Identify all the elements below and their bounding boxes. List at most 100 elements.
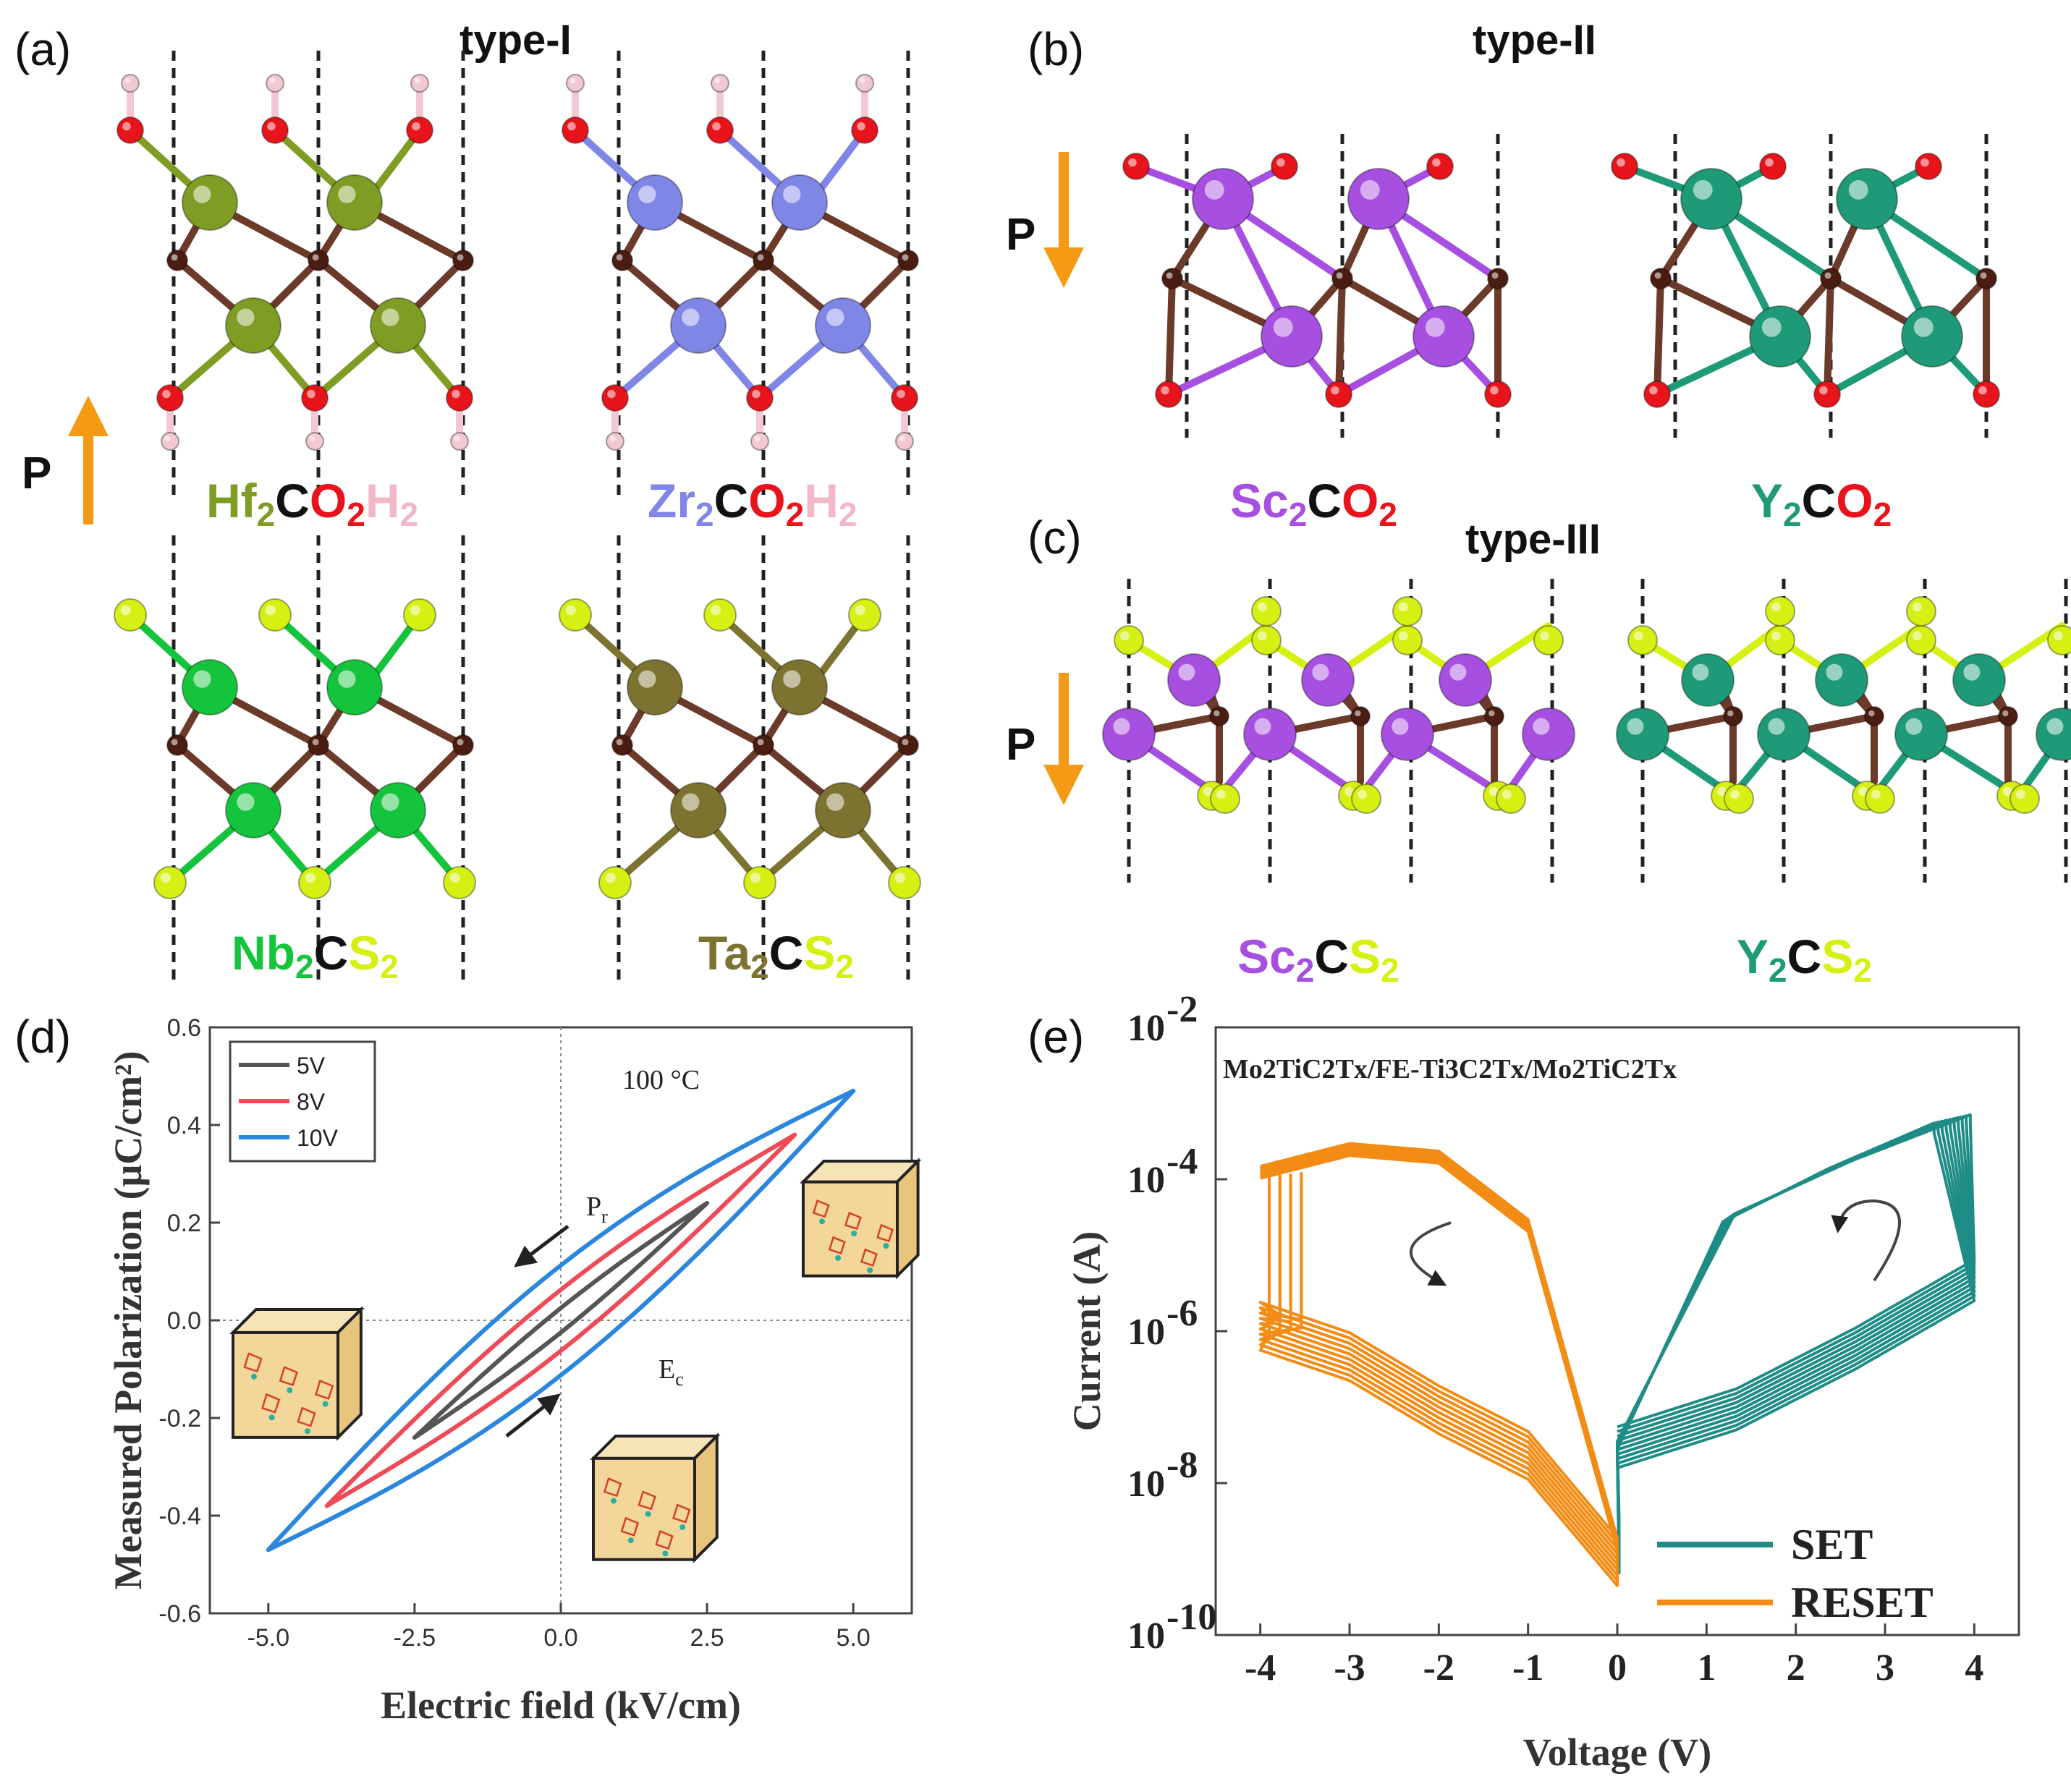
metal-atom bbox=[1439, 653, 1492, 707]
structure-sc2co2 bbox=[1122, 134, 1512, 438]
metal-atom bbox=[182, 174, 238, 231]
metal-atom-highlight bbox=[1178, 663, 1195, 681]
carbon-atom bbox=[166, 734, 188, 756]
carbon-atom bbox=[1723, 706, 1743, 726]
carbon-atom-highlight bbox=[1336, 272, 1343, 279]
metal-atom bbox=[670, 297, 727, 354]
hydrogen-atom-highlight bbox=[164, 436, 171, 442]
carbon-atom-highlight bbox=[1491, 272, 1499, 279]
structure-y2co2 bbox=[1611, 134, 2000, 438]
metal-atom-highlight bbox=[682, 308, 700, 326]
formula-zr2co2h2: Zr2CO2H2 bbox=[648, 474, 857, 533]
carbon-atom-highlight bbox=[616, 254, 623, 261]
carbon-atom bbox=[452, 250, 474, 271]
polarization-arrow-down-b: P bbox=[1006, 152, 1084, 288]
set-sweep-arrow bbox=[1831, 1199, 1901, 1282]
carbon-atom-highlight bbox=[1868, 710, 1875, 717]
y-axis-label: Measured Polarization (μC/cm²) bbox=[106, 1051, 150, 1590]
carbon-atom-highlight bbox=[757, 739, 764, 746]
sulfur-atom-highlight bbox=[1203, 786, 1213, 797]
terminal-atom bbox=[403, 598, 436, 632]
metal-atom-highlight bbox=[1204, 179, 1224, 200]
formula-y2cs2: Y2CS2 bbox=[1737, 930, 1872, 989]
carbon-atom bbox=[1998, 706, 2018, 726]
metal-atom-highlight bbox=[1254, 718, 1271, 735]
hydrogen-atom-highlight bbox=[454, 436, 460, 442]
sulfur-atom-highlight bbox=[1399, 631, 1408, 641]
terminal-atom bbox=[446, 384, 473, 412]
oxygen-atom-highlight bbox=[1819, 386, 1828, 395]
terminal-atom-highlight bbox=[897, 389, 905, 399]
iv-chart: Mo2TiC2Tx/FE-Ti3C2Tx/Mo2TiC2Tx -4 -3 -2 -1 0… bbox=[1065, 989, 2020, 1774]
carbon-atom bbox=[1820, 268, 1842, 289]
domain-wall bbox=[297, 1406, 316, 1427]
metal-atom-highlight bbox=[1312, 663, 1329, 681]
sulfur-atom-highlight bbox=[1871, 789, 1881, 799]
hydrogen-atom-highlight bbox=[414, 77, 420, 84]
carbon-atom-highlight bbox=[457, 739, 464, 746]
panel-label-c: (c) bbox=[1028, 511, 1082, 564]
sulfur-atom-highlight bbox=[1913, 631, 1922, 641]
metal-atom bbox=[771, 659, 828, 715]
sulfur-atom bbox=[1114, 625, 1144, 655]
sulfur-atom-highlight bbox=[1730, 789, 1740, 799]
metal-atom-highlight bbox=[381, 793, 399, 811]
cube-front bbox=[802, 1180, 899, 1278]
domain-dot bbox=[883, 1243, 889, 1249]
type-i-label: type-I bbox=[459, 17, 572, 64]
metal-atom-highlight bbox=[193, 670, 211, 688]
metal-atom-highlight bbox=[783, 185, 801, 203]
carbon-atom-highlight bbox=[1654, 272, 1661, 279]
oxygen-atom bbox=[1759, 153, 1787, 180]
domain-wall bbox=[876, 1223, 894, 1243]
sulfur-atom-highlight bbox=[1120, 631, 1130, 641]
y-tick-label: 0.6 bbox=[167, 1014, 201, 1042]
carbon-atom bbox=[1484, 706, 1504, 726]
sulfur-atom-highlight bbox=[1489, 786, 1499, 797]
carbon-atom-highlight bbox=[312, 254, 319, 261]
terminal-atom-highlight bbox=[449, 872, 460, 883]
x-tick-label: -4 bbox=[1245, 1647, 1276, 1689]
temperature-annotation: 100 °C bbox=[622, 1065, 700, 1095]
x-tick-label: 5.0 bbox=[837, 1624, 871, 1652]
terminal-atom bbox=[258, 598, 292, 632]
sulfur-atom bbox=[1533, 625, 1564, 655]
structure-y2cs2 bbox=[1616, 579, 2071, 883]
metal-atom bbox=[1749, 305, 1811, 368]
oxygen-atom-highlight bbox=[1331, 386, 1339, 395]
metal-atom bbox=[1381, 708, 1434, 761]
domain-dot bbox=[645, 1511, 651, 1517]
metal-atom-highlight bbox=[1392, 718, 1409, 735]
metal-atom-highlight bbox=[1425, 317, 1445, 337]
metal-atom bbox=[1616, 708, 1669, 761]
hydrogen-atom-highlight bbox=[269, 77, 276, 84]
polarization-arrow-up: P bbox=[22, 396, 109, 525]
carbon-atom bbox=[308, 734, 329, 756]
terminal-atom bbox=[406, 116, 433, 144]
panel-label-d: (d) bbox=[14, 1011, 71, 1063]
metal-atom bbox=[1836, 168, 1898, 230]
carbon-atom bbox=[753, 250, 774, 271]
terminal-atom-highlight bbox=[305, 872, 315, 883]
metal-atom bbox=[1301, 653, 1355, 707]
metal-atom bbox=[815, 297, 871, 354]
metal-atom bbox=[1522, 708, 1575, 761]
x-tick-label: 0 bbox=[1608, 1647, 1627, 1689]
panel-label-a: (a) bbox=[14, 23, 71, 75]
carbon-atom-highlight bbox=[312, 739, 319, 746]
terminal-atom-highlight bbox=[162, 389, 171, 399]
polarization-label: P bbox=[1006, 210, 1036, 260]
hydrogen-atom-highlight bbox=[714, 77, 721, 84]
carbon-atom-highlight bbox=[902, 739, 909, 746]
sulfur-atom-highlight bbox=[1771, 631, 1781, 641]
y-tick-label: 10 bbox=[1127, 1464, 1165, 1505]
domain-dot bbox=[662, 1550, 669, 1557]
hydrogen-atom bbox=[606, 432, 624, 451]
sulfur-atom bbox=[1251, 625, 1282, 655]
metal-atom-highlight bbox=[1693, 179, 1713, 200]
y-tick-label: -0.4 bbox=[158, 1503, 201, 1530]
metal-atom bbox=[1680, 168, 1742, 230]
x-tick-label: -5.0 bbox=[247, 1624, 290, 1652]
sulfur-atom bbox=[1351, 784, 1381, 814]
domain-wall bbox=[279, 1366, 299, 1386]
